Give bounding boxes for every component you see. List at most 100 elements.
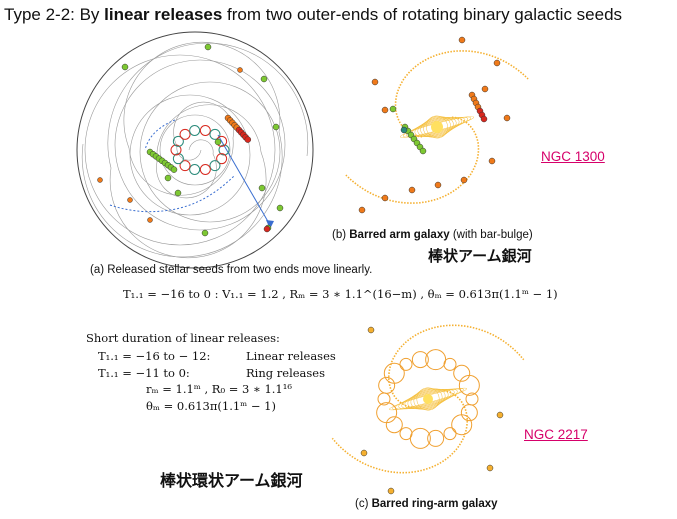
seed-dot xyxy=(121,63,129,71)
seed-dot xyxy=(408,186,416,194)
ring-seed xyxy=(453,364,471,382)
ring-seed xyxy=(376,402,398,424)
seed-dot xyxy=(164,174,172,182)
seed-dot xyxy=(358,206,366,214)
ring-seed xyxy=(383,362,405,384)
seed-dot xyxy=(419,147,427,155)
bar-bulge xyxy=(410,388,446,410)
seed-dot xyxy=(127,197,133,203)
seed-dot xyxy=(97,177,103,183)
bar-bulge xyxy=(407,388,449,410)
short-duration-heading: Short duration of linear releases: xyxy=(86,331,280,345)
bar-bulge xyxy=(423,116,451,138)
short-duration-line2-left: T₁.₁ = −11 to 0: xyxy=(98,366,190,380)
spiral-arm xyxy=(388,324,525,408)
panel-c-caption: (c) Barred ring-arm galaxy xyxy=(355,498,498,510)
panel-b-caption: (b) Barred arm galaxy (with bar-bulge) xyxy=(332,229,533,241)
ring-seed xyxy=(199,125,211,137)
ring-seed xyxy=(199,163,211,175)
panel-a-caption: (a) Released stellar seeds from two ends… xyxy=(90,264,373,276)
seed-dot xyxy=(493,59,501,67)
seed-dot xyxy=(458,36,466,44)
seed-dot xyxy=(371,78,379,86)
seed-dot xyxy=(434,181,442,189)
seed-dot xyxy=(503,114,511,122)
seed-dot xyxy=(214,138,222,146)
seed-dot xyxy=(174,189,182,197)
seed-dot xyxy=(400,126,408,134)
spiral-arm xyxy=(345,116,480,204)
ring-seed xyxy=(179,128,191,140)
seed-dot xyxy=(367,326,375,334)
panel-b-diagram xyxy=(345,36,529,214)
bar-bulge xyxy=(414,117,460,137)
spiral-arm xyxy=(394,50,529,138)
seed-dot xyxy=(260,75,268,83)
bar-bulge xyxy=(417,116,457,138)
bar-bulge xyxy=(420,116,454,138)
seed-dot xyxy=(381,106,389,114)
spiral-arm xyxy=(331,390,468,474)
ring-seed xyxy=(399,427,413,441)
seed-dot xyxy=(272,123,280,131)
ring-seed xyxy=(443,357,457,371)
panel-b-japanese-label: 棒状アーム銀河 xyxy=(428,247,532,265)
seed-dot xyxy=(244,136,252,143)
ring-seed xyxy=(451,414,473,436)
ring-seed xyxy=(216,153,228,165)
seed-dot xyxy=(360,449,368,457)
ring-seed xyxy=(385,416,403,434)
page-title: Type 2-2: By linear releases from two ou… xyxy=(4,5,623,24)
seed-dot xyxy=(389,105,397,113)
seed-dot xyxy=(486,464,494,472)
ring-seed xyxy=(189,163,201,175)
ring-seed xyxy=(399,357,413,371)
panel-c-diagram xyxy=(331,324,525,495)
seed-dot xyxy=(204,43,212,51)
ring-seed xyxy=(218,144,230,156)
ring-seed xyxy=(443,427,457,441)
ring-seed xyxy=(209,128,221,140)
seed-dot xyxy=(147,217,153,223)
seed-dot xyxy=(170,166,178,173)
ring-seed xyxy=(172,135,184,147)
ring-seed xyxy=(179,160,191,172)
ring-seed xyxy=(460,404,478,422)
short-duration-line1-left: T₁.₁ = −16 to − 12: xyxy=(98,349,211,363)
seed-dot xyxy=(460,176,468,184)
seed-dot xyxy=(381,194,389,202)
panel-a-equation: T₁.₁ = −16 to 0 : V₁.₁ = 1.2 , Rₘ = 3 ∗ … xyxy=(123,287,558,301)
short-duration-line2-right: Ring releases xyxy=(246,366,326,380)
seed-dot xyxy=(480,115,488,123)
seed-dot xyxy=(481,85,489,93)
ring-seed xyxy=(172,153,184,165)
ngc2217-link[interactable]: NGC 2217 xyxy=(524,427,588,442)
short-duration-line4: θₘ = 0.613π(1.1ᵐ − 1) xyxy=(146,399,276,413)
seed-dot xyxy=(263,225,271,233)
seed-dot xyxy=(237,67,243,73)
bar-bulge xyxy=(413,388,443,410)
seed-dot xyxy=(276,204,284,212)
bar-bulge xyxy=(416,387,440,411)
bar-bulge xyxy=(401,389,455,409)
seed-dot xyxy=(387,487,395,495)
ring-seed xyxy=(209,160,221,172)
bar-bulge xyxy=(426,115,448,139)
short-duration-line1-right: Linear releases xyxy=(246,349,336,363)
seed-dot xyxy=(258,184,266,192)
panel-c-japanese-label: 棒状環状アーム銀河 xyxy=(160,471,303,490)
seed-dot xyxy=(488,157,496,165)
panel-a-diagram xyxy=(76,31,314,269)
ring-seed xyxy=(458,374,480,396)
ngc1300-link[interactable]: NGC 1300 xyxy=(541,149,605,164)
ring-seed xyxy=(411,351,429,369)
ring-seed xyxy=(170,144,182,156)
bar-bulge xyxy=(398,388,458,410)
seed-dot xyxy=(496,411,504,419)
ring-seed xyxy=(378,376,396,394)
ring-seed xyxy=(189,125,201,137)
bar-bulge xyxy=(404,388,452,410)
seed-dot xyxy=(201,229,209,237)
ring-seed xyxy=(427,429,445,447)
